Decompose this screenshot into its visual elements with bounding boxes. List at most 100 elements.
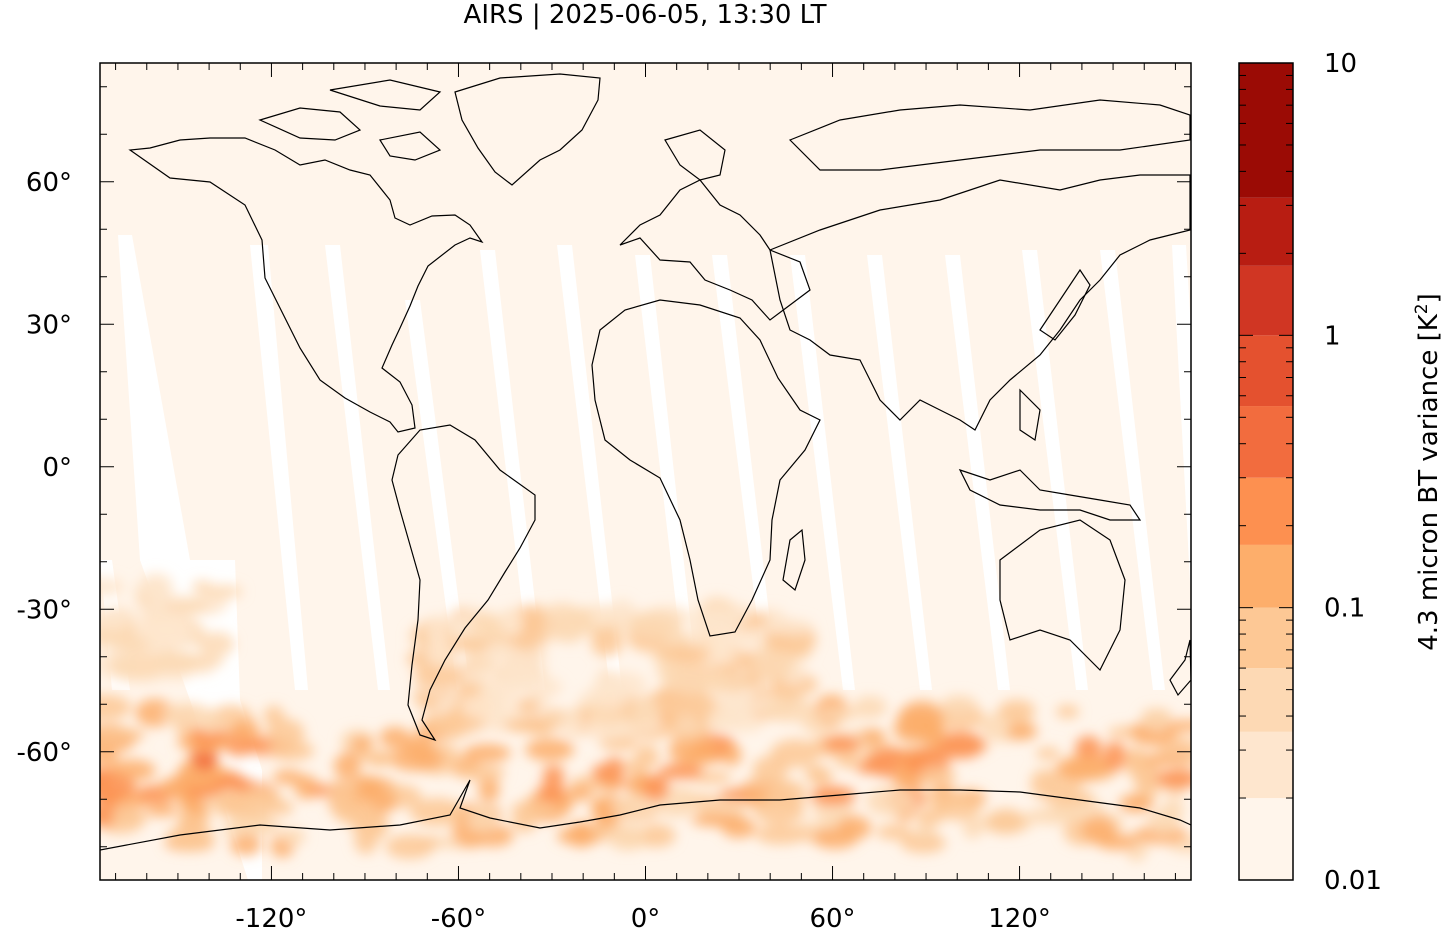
x-tick-label: 120° (988, 904, 1051, 930)
variance-patch (637, 823, 676, 848)
variance-patch (876, 824, 913, 840)
variance-patch (162, 599, 212, 613)
y-tick-label: 30° (26, 310, 72, 340)
variance-patch (589, 705, 628, 726)
variance-patch (769, 672, 818, 697)
variance-patch (537, 781, 567, 803)
variance-patch (413, 666, 464, 688)
coastlines (100, 73, 1191, 851)
variance-patch (1025, 806, 1082, 825)
variance-patch (1030, 769, 1055, 799)
coast-antarctica (100, 779, 1191, 851)
colorbar-ticks (1239, 74, 1293, 881)
variance-patch (589, 677, 631, 709)
variance-patch (765, 618, 814, 635)
variance-patch (470, 613, 499, 638)
variance-patch (1075, 735, 1102, 761)
colorbar-band (1239, 607, 1293, 669)
variance-patch (463, 743, 511, 763)
colorbar-band (1239, 63, 1293, 198)
variance-patch (100, 727, 142, 741)
variance-patch (936, 731, 985, 759)
variance-patch (630, 695, 659, 726)
coast-asia (769, 99, 1191, 431)
variance-patch (1043, 788, 1095, 807)
variance-patch (204, 584, 243, 599)
x-tick-label: -120° (235, 904, 307, 930)
variance-patch (609, 797, 655, 817)
colorbar-band (1239, 731, 1293, 799)
variance-patch (1081, 815, 1117, 845)
variance-patch (222, 822, 248, 838)
variance-patch (628, 610, 683, 639)
variance-patch (836, 755, 862, 769)
variance-patch (388, 745, 444, 772)
colorbar-frame (1238, 62, 1294, 881)
colorbar-label-close: ] (1414, 293, 1442, 303)
coast-maritime-se-asia (958, 388, 1142, 521)
variance-patch (660, 661, 715, 694)
variance-patch (723, 691, 756, 722)
coast-north-america (128, 137, 484, 433)
variance-patch (351, 735, 373, 752)
variance-patch (751, 647, 796, 680)
variance-patch (1006, 722, 1038, 741)
variance-patch (703, 678, 753, 695)
variance-patch (510, 800, 558, 816)
variance-patch (1118, 794, 1153, 813)
variance-patch (860, 728, 886, 745)
map-panel: -120° -60° 0° 60° 120° 60° 30° 0° -30° -60° (17, 62, 1192, 930)
variance-patch (516, 698, 540, 714)
variance-patch (425, 636, 456, 668)
map-title: AIRS | 2025-06-05, 13:30 LT (464, 0, 827, 30)
variance-patch (986, 808, 1025, 835)
variance-patch (521, 676, 563, 698)
variance-patch (280, 827, 306, 846)
colorbar-band (1239, 406, 1293, 478)
variance-patch (690, 608, 746, 630)
variance-patch (998, 699, 1036, 723)
variance-patch (922, 790, 944, 803)
variance-patch (1055, 704, 1080, 719)
variance-patch (668, 735, 718, 766)
y-tick-label: -60° (17, 738, 72, 768)
variance-patch (1140, 708, 1172, 731)
variance-patch (266, 718, 305, 748)
variance-patch (138, 572, 174, 601)
variance-patch (591, 628, 623, 657)
variance-patch (478, 776, 500, 803)
variance-patch (458, 764, 506, 781)
variance-patch (822, 736, 861, 752)
variance-patch (199, 710, 222, 735)
colorbar-band (1239, 335, 1293, 407)
variance-patch (589, 604, 615, 627)
colorbar-tick-label: 1 (1324, 321, 1341, 351)
variance-patch (166, 823, 215, 851)
coast-greenland (454, 73, 601, 186)
variance-patch (656, 645, 712, 662)
variance-patch (1103, 741, 1126, 771)
colorbar-tick-labels: 10 1 0.1 0.01 (1324, 49, 1382, 896)
colorbar-band (1239, 798, 1293, 880)
variance-patch (424, 616, 448, 643)
y-tick-label: 0° (42, 453, 72, 483)
coast-madagascar (782, 528, 806, 592)
variance-patch (355, 811, 390, 840)
colorbar-bands (1239, 63, 1293, 880)
variance-patch (1155, 769, 1191, 788)
coast-arctic-islands (258, 79, 442, 161)
variance-patch (498, 607, 524, 633)
variance-patch (136, 619, 173, 643)
variance-patch (566, 785, 593, 801)
variance-patch (225, 789, 281, 819)
variance-patch (676, 715, 699, 734)
variance-patch (753, 796, 805, 825)
variance-patch (542, 765, 565, 787)
variance-patch (410, 798, 464, 827)
variance-patch (272, 769, 304, 785)
variance-patch (525, 738, 575, 762)
variance-patch (812, 827, 858, 850)
variance-patch (559, 715, 586, 739)
colorbar-band (1239, 544, 1293, 608)
variance-patch (606, 823, 648, 851)
